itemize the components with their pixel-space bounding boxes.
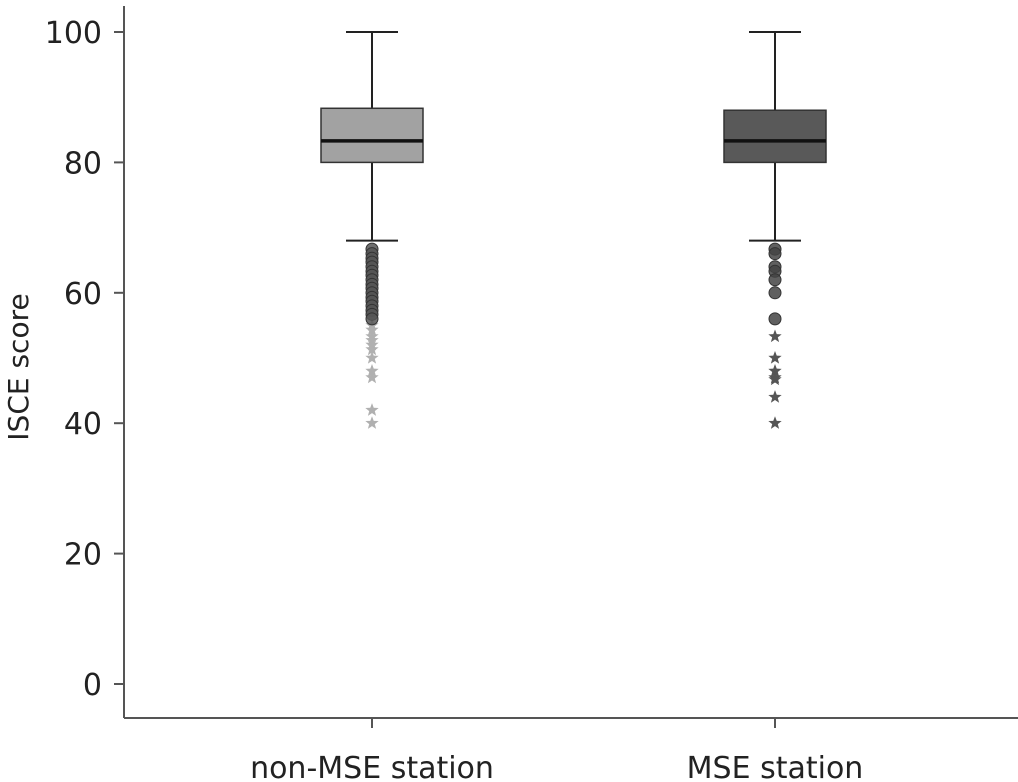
extreme-marker (365, 403, 379, 416)
extreme-marker (365, 364, 379, 377)
outlier-marker (768, 286, 782, 300)
boxes (320, 31, 827, 429)
y-tick-label: 20 (64, 538, 102, 573)
outlier-marker (768, 312, 782, 326)
extreme-marker (768, 390, 782, 403)
outlier-marker (768, 273, 782, 287)
extreme-marker (365, 342, 379, 356)
y-tick-label: 0 (83, 668, 102, 703)
iqr-box (320, 107, 424, 164)
extreme-marker (365, 370, 379, 384)
extreme-marker (768, 351, 782, 364)
extreme-marker (365, 416, 379, 429)
x-ticks: non-MSE station MSE station (250, 718, 863, 782)
outlier-marker (365, 312, 379, 326)
extreme-marker (768, 416, 782, 429)
x-tick-label: non-MSE station (250, 751, 494, 782)
extreme-marker (365, 351, 379, 364)
y-tick-label: 100 (45, 16, 102, 51)
outlier-marker (768, 247, 782, 261)
y-tick-label: 80 (64, 146, 102, 181)
extreme-marker (365, 322, 379, 336)
extreme-marker (768, 372, 782, 386)
box-non-mse (320, 31, 424, 429)
box-mse (723, 31, 827, 429)
y-tick-label: 60 (64, 277, 102, 312)
axes (123, 6, 1018, 719)
extreme-marker (768, 364, 782, 377)
iqr-box (723, 109, 827, 164)
y-tick-label: 40 (64, 407, 102, 442)
y-ticks: 0 20 40 60 80 100 (45, 16, 124, 703)
extreme-marker (768, 329, 782, 343)
y-axis-title: ISCE score (2, 293, 35, 440)
x-tick-label: MSE station (687, 751, 864, 782)
